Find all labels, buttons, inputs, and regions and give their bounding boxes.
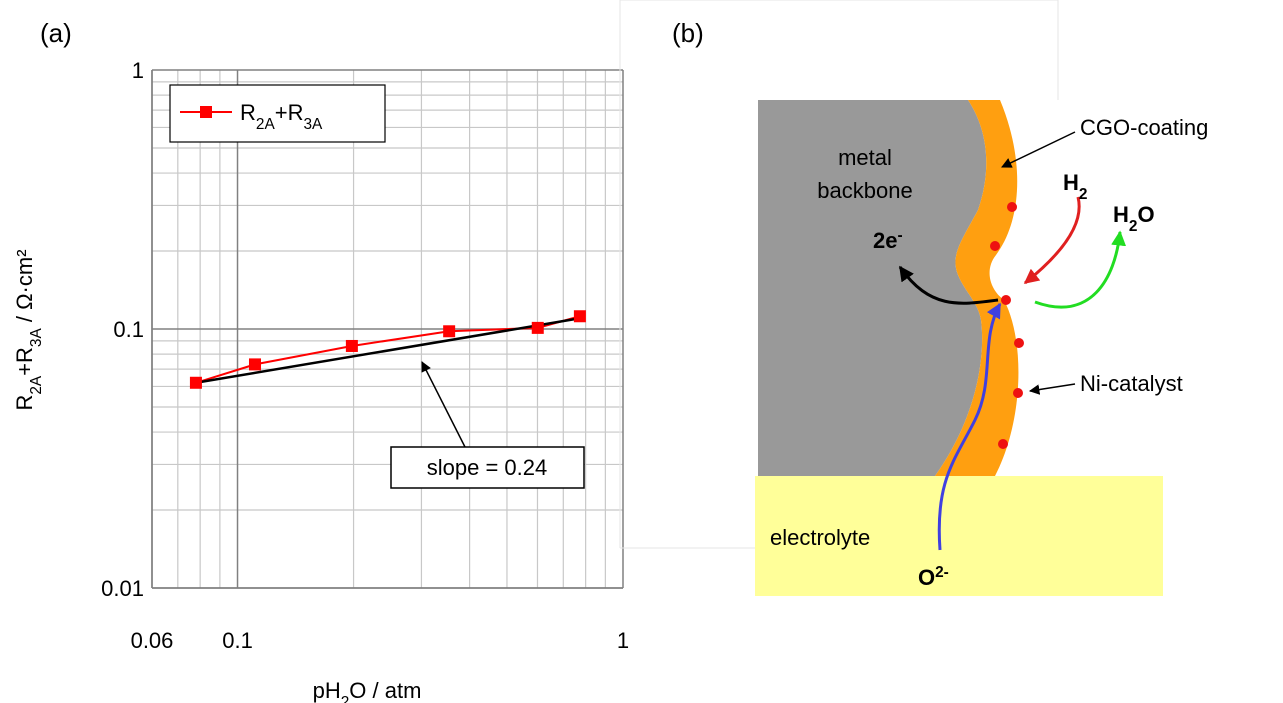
marker	[248, 358, 261, 371]
label: O2-	[918, 564, 949, 591]
oxide-ion-arrow	[937, 302, 1002, 551]
y-tick-label: 0.01	[101, 576, 144, 601]
plot-area: 0.06 0.1 1 0.01 0.1 1 R2A+R3A slope = 0.24	[101, 58, 629, 653]
cgo-coating	[935, 100, 1019, 476]
electrolyte	[755, 476, 1163, 596]
marker	[573, 310, 586, 323]
annotation: slope = 0.24	[427, 455, 547, 480]
pointer	[1001, 131, 1076, 168]
x-axis-label: pH2O / atm	[313, 678, 422, 703]
x-tick-label: 1	[617, 628, 629, 653]
y-tick-label: 0.1	[113, 317, 144, 342]
y-axis-label: R2A+R3A / Ω·cm²	[12, 249, 45, 410]
label: backbone	[817, 178, 912, 203]
annotation-box	[390, 446, 585, 489]
x-tick-label: 0.06	[131, 628, 174, 653]
h2-arrow	[1023, 196, 1081, 285]
label: H2	[1063, 170, 1087, 203]
pointer	[1028, 383, 1076, 395]
h2o-arrow	[1034, 230, 1127, 309]
annotation-arrow	[421, 361, 466, 448]
label: electrolyte	[770, 525, 870, 550]
label: metal	[838, 145, 892, 170]
label: Ni-catalyst	[1080, 371, 1183, 396]
legend-marker	[200, 106, 212, 118]
marker	[345, 339, 358, 352]
label: 2e-	[873, 227, 903, 254]
ni-catalyst-particles	[990, 202, 1024, 449]
panel-label: (a)	[40, 18, 72, 48]
metal-backbone	[758, 100, 987, 476]
panel-label: (b)	[672, 18, 704, 48]
legend-label: R2A+R3A	[240, 100, 323, 133]
diagram: (b) metal backbone CGO-coating H2 H2O 2e…	[619, 0, 1208, 596]
x-tick-label: 0.1	[222, 628, 253, 653]
marker	[189, 376, 202, 389]
marker	[443, 325, 456, 338]
electron-arrow	[898, 265, 999, 305]
label: H2O	[1113, 202, 1155, 235]
frame	[619, 0, 1059, 549]
label: CGO-coating	[1080, 115, 1208, 140]
series-line	[195, 315, 581, 384]
y-tick-label: 1	[132, 58, 144, 83]
fit-line	[195, 317, 581, 385]
marker	[531, 321, 544, 334]
